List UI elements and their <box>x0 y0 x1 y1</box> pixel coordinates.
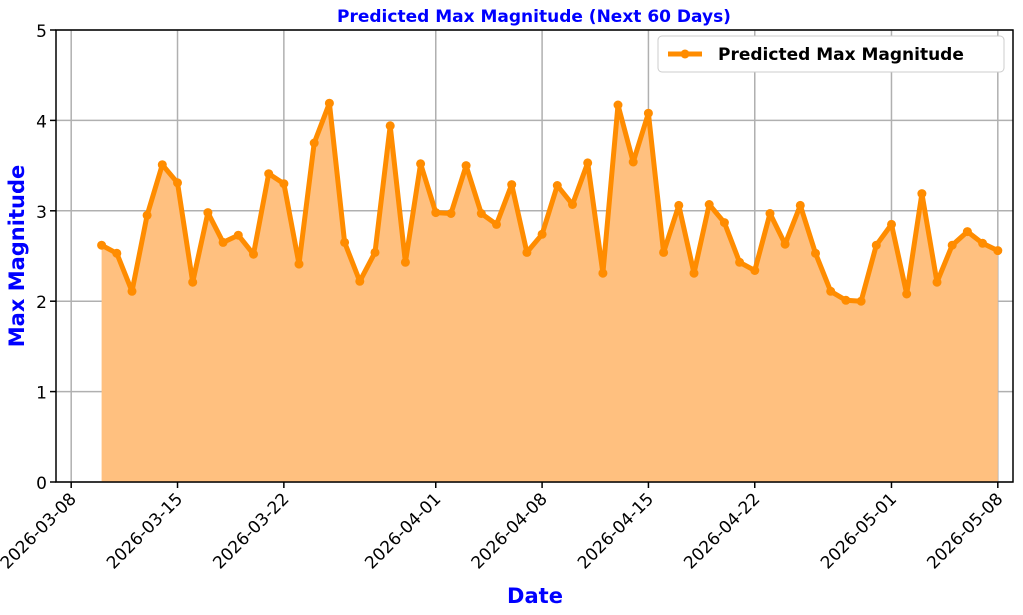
data-point <box>537 229 547 239</box>
data-point <box>568 200 577 209</box>
data-point <box>142 210 152 220</box>
data-point <box>628 157 638 167</box>
legend: Predicted Max Magnitude <box>657 35 1005 73</box>
data-point <box>993 246 1003 256</box>
series-area <box>101 103 998 482</box>
y-tick-label: 2 <box>36 293 47 313</box>
data-point <box>811 248 820 258</box>
data-point <box>598 268 608 278</box>
data-point <box>765 209 775 218</box>
x-tick-label: 2026-03-08 <box>0 489 81 573</box>
x-axis-ticks: 2026-03-08 2026-03-15 2026-03-22 2026-04-01… <box>0 482 1007 573</box>
y-axis-ticks: 0 1 2 3 4 5 <box>36 22 56 494</box>
data-point <box>871 240 881 250</box>
data-point <box>127 286 137 296</box>
x-tick-label: 2026-05-01 <box>817 489 901 573</box>
data-point <box>309 138 319 148</box>
data-point <box>704 200 714 209</box>
data-point <box>583 158 593 168</box>
legend-box <box>657 35 1005 73</box>
data-point <box>203 208 213 218</box>
data-point <box>978 238 988 248</box>
data-point <box>112 248 122 258</box>
data-point <box>492 219 501 229</box>
data-point <box>659 247 669 257</box>
data-point <box>613 100 623 110</box>
data-point <box>735 257 745 267</box>
x-tick-label: 2026-03-15 <box>103 489 187 573</box>
x-tick-label: 2026-04-01 <box>361 489 445 573</box>
y-tick-label: 5 <box>36 22 47 42</box>
data-point <box>416 159 426 169</box>
data-point <box>780 239 790 249</box>
plot-frame <box>55 29 1014 483</box>
data-point <box>340 237 350 247</box>
data-point <box>385 121 395 131</box>
y-tick-label: 3 <box>36 203 47 223</box>
data-point <box>902 289 912 299</box>
data-point <box>431 208 441 218</box>
data-point <box>932 277 942 287</box>
data-point <box>294 259 304 269</box>
x-tick-label: 2026-03-22 <box>209 489 293 573</box>
data-point <box>476 209 486 218</box>
x-tick-label: 2026-05-08 <box>923 489 1007 573</box>
chart-title: Predicted Max Magnitude (Next 60 Days) <box>337 7 731 27</box>
data-point <box>264 169 274 179</box>
data-point <box>233 230 243 240</box>
data-point <box>249 249 258 259</box>
data-point <box>522 247 532 257</box>
x-axis-label: Date <box>507 584 563 608</box>
data-point <box>188 277 198 287</box>
y-tick-label: 0 <box>36 474 47 494</box>
data-point <box>795 200 805 210</box>
data-point <box>674 200 684 210</box>
data-point <box>841 295 851 305</box>
data-point <box>947 240 957 250</box>
data-point <box>461 161 471 171</box>
legend-marker-swatch <box>680 49 690 59</box>
data-point <box>643 108 653 118</box>
data-point <box>962 227 972 237</box>
data-point <box>400 257 410 267</box>
data-point <box>689 268 699 278</box>
legend-entry: Predicted Max Magnitude <box>718 45 964 65</box>
data-point <box>157 160 167 170</box>
series-group <box>97 98 1003 306</box>
data-point <box>719 218 729 228</box>
data-point <box>887 219 896 229</box>
y-tick-label: 1 <box>36 384 47 404</box>
data-point <box>507 180 517 190</box>
data-point <box>218 237 228 247</box>
data-point <box>173 178 182 188</box>
data-point <box>826 286 836 296</box>
y-tick-label: 4 <box>36 112 47 132</box>
data-point <box>856 296 866 306</box>
data-point <box>370 247 380 257</box>
x-tick-label: 2026-04-22 <box>680 489 764 573</box>
data-point <box>552 181 562 190</box>
data-point <box>97 240 107 250</box>
data-point <box>279 179 289 189</box>
data-point <box>917 189 927 199</box>
data-point <box>750 266 760 275</box>
data-point <box>355 276 365 286</box>
x-tick-label: 2026-04-15 <box>574 489 658 573</box>
data-point <box>324 98 334 108</box>
y-axis-label: Max Magnitude <box>5 165 29 347</box>
data-point <box>446 209 456 218</box>
x-tick-label: 2026-04-08 <box>468 489 552 573</box>
area-fill <box>101 103 998 482</box>
